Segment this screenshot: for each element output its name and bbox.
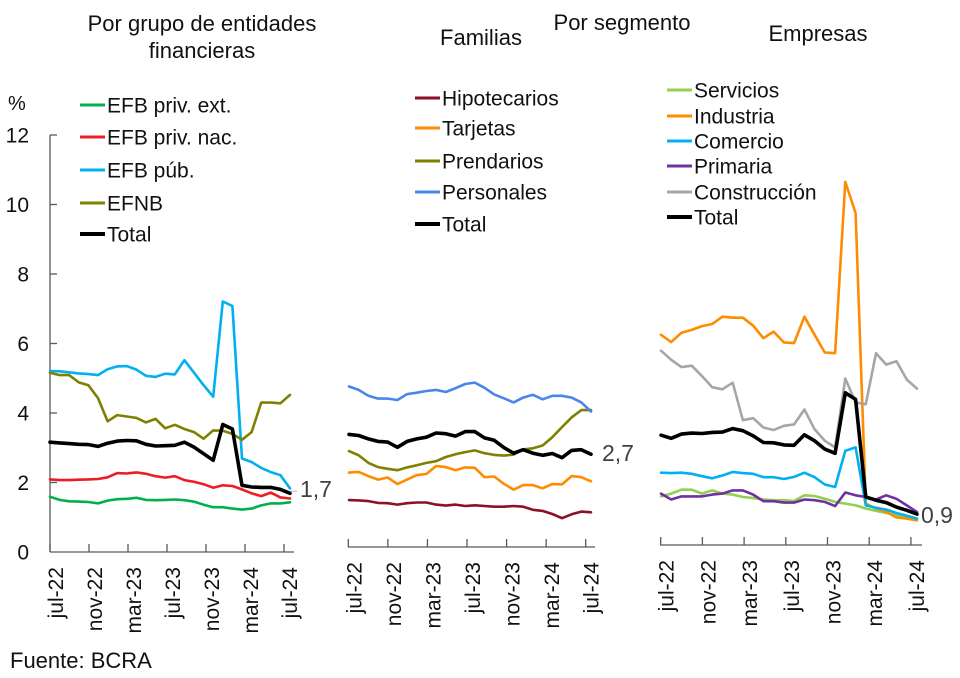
legend-label: Comercio: [694, 131, 784, 154]
series-line-servicios: [659, 488, 919, 521]
legend-label: EFB priv. ext.: [107, 95, 231, 118]
series-line-efnb: [48, 371, 292, 442]
y-tick-label: 4: [17, 403, 29, 426]
x-tick-label: jul-23: [462, 562, 485, 614]
series-line-total: [48, 422, 292, 496]
y-tick-label: 6: [17, 333, 29, 356]
legend-label: Total: [694, 207, 738, 230]
legend-label: Personales: [442, 182, 547, 205]
legend-item: Primaria: [667, 156, 772, 179]
legend-label: Servicios: [694, 80, 779, 103]
legend-item: Comercio: [667, 131, 784, 154]
legend-item: Total: [667, 207, 738, 230]
x-tick-label: jul-23: [781, 560, 804, 612]
x-tick-label: jul-22: [45, 567, 68, 619]
x-tick-label: jul-24: [279, 567, 302, 620]
y-tick-label: 2: [17, 472, 29, 495]
legend-item: Servicios: [667, 80, 779, 103]
legend-label: Total: [442, 214, 486, 237]
legend-item: Hipotecarios: [415, 88, 559, 111]
series-line-efb-pub: [48, 300, 292, 490]
y-tick-label: 0: [17, 542, 29, 565]
x-tick-label: nov-23: [823, 560, 846, 624]
series-group: [48, 300, 292, 511]
series-line-efb-priv-nac: [48, 471, 292, 500]
x-tick-label: jul-22: [343, 562, 366, 614]
x-tick-label: mar-24: [240, 567, 263, 634]
panel-title: Empresas: [768, 21, 867, 46]
segment-header: Por segmento: [554, 10, 691, 35]
x-tick-label: mar-23: [422, 562, 445, 629]
source-note: Fuente: BCRA: [10, 648, 152, 673]
legend: EFB priv. ext. EFB priv. nac. EFB púb. EFNB…: [80, 95, 237, 247]
axes: jul-22 nov-22 mar-23 jul-23 nov-23 mar-24 jul-…: [343, 539, 604, 629]
x-tick-label: mar-24: [864, 560, 887, 627]
y-tick-label: 10: [6, 194, 29, 217]
legend-label: Construcción: [694, 182, 817, 205]
x-tick-label: mar-24: [541, 562, 564, 629]
x-tick-label: mar-23: [739, 560, 762, 627]
legend-label: EFB púb.: [107, 160, 195, 183]
legend: Hipotecarios Tarjetas Prendarios Personales…: [415, 88, 559, 237]
legend-item: EFB púb.: [80, 160, 195, 183]
legend-item: EFB priv. ext.: [80, 95, 231, 118]
x-tick-label: jul-22: [656, 560, 679, 612]
axes: jul-22 nov-22 mar-23 jul-23 nov-23 mar-24 jul-…: [656, 537, 929, 627]
series-line-personales: [347, 381, 593, 413]
x-tick-label: jul-24: [581, 562, 604, 615]
series-group: [347, 381, 593, 520]
x-tick-label: jul-24: [906, 560, 929, 613]
series-line-efb-priv-ext: [48, 495, 292, 511]
legend-item: Tarjetas: [415, 118, 516, 141]
x-tick-label: nov-23: [502, 562, 525, 626]
x-tick-label: nov-22: [697, 560, 720, 624]
series-line-comercio: [659, 446, 919, 520]
legend-item: EFB priv. nac.: [80, 127, 237, 150]
panel-companies: Empresas jul-22 nov-22 mar-23 jul-23 nov-23 m…: [656, 21, 953, 627]
legend-label: Tarjetas: [442, 118, 516, 141]
series-line-total: [347, 429, 593, 460]
legend-label: EFB priv. nac.: [107, 127, 237, 150]
x-tick-label: nov-22: [383, 562, 406, 626]
legend-item: Prendarios: [415, 151, 544, 174]
end-value-label: 0,9: [921, 502, 953, 528]
legend-label: Hipotecarios: [442, 88, 559, 111]
x-tick-label: nov-22: [84, 567, 107, 631]
x-tick-label: jul-23: [162, 567, 185, 619]
legend-label: Industria: [694, 106, 775, 129]
series-line-construccion: [659, 349, 919, 449]
legend-label: Prendarios: [442, 151, 544, 174]
series-line-total: [659, 390, 919, 516]
legend-label: EFNB: [107, 193, 163, 216]
y-tick-label: 12: [6, 125, 29, 148]
legend-item: Personales: [415, 182, 547, 205]
series-line-hipotecarios: [347, 498, 593, 520]
panel-families: Familias jul-22 nov-22 mar-23 jul-23 nov-23 m…: [343, 25, 634, 629]
legend-item: Construcción: [667, 182, 817, 205]
panel-financial-groups: Por grupo de entidades financieras % jul…: [6, 11, 332, 634]
axes: jul-22 nov-22 mar-23 jul-23 nov-23 mar-24 jul-…: [6, 125, 302, 634]
series-line-tarjetas: [347, 464, 593, 492]
legend-item: Industria: [667, 106, 775, 129]
y-axis-unit-label: %: [8, 93, 26, 115]
legend-item: Total: [415, 214, 486, 237]
legend-item: Total: [80, 224, 151, 247]
end-value-label: 2,7: [602, 440, 634, 466]
series-line-industria: [659, 180, 919, 522]
legend-label: Total: [107, 224, 151, 247]
series-group: [659, 180, 919, 522]
legend-label: Primaria: [694, 156, 772, 179]
panel-title: Familias: [440, 25, 522, 50]
end-value-label: 1,7: [300, 476, 332, 502]
series-line-prendarios: [347, 408, 593, 472]
panel-title-line-2: financieras: [149, 38, 255, 63]
legend-item: EFNB: [80, 193, 163, 216]
panel-title-line-1: Por grupo de entidades: [88, 11, 317, 36]
y-tick-label: 8: [17, 264, 29, 287]
x-tick-label: mar-23: [123, 567, 146, 634]
x-tick-label: nov-23: [201, 567, 224, 631]
